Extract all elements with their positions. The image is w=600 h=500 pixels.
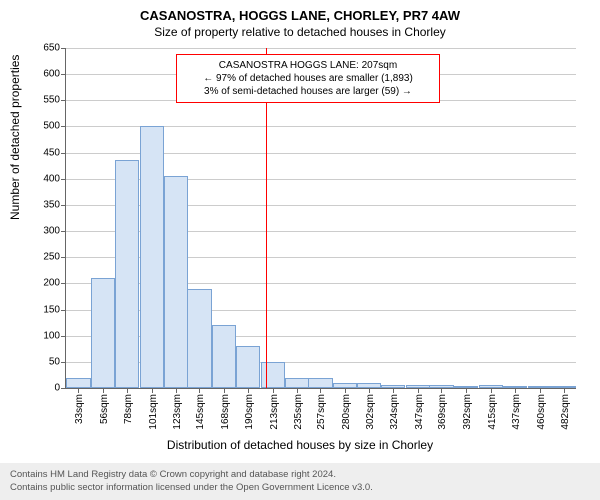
x-tick-label: 33sqm: [74, 394, 85, 424]
footer: Contains HM Land Registry data © Crown c…: [0, 463, 600, 500]
x-tick-label: 324sqm: [389, 394, 400, 430]
histogram-chart: 050100150200250300350400450500550600650 …: [65, 48, 576, 389]
x-tick-mark: [297, 388, 298, 393]
x-tick-label: 123sqm: [172, 394, 183, 430]
x-tick-label: 168sqm: [220, 394, 231, 430]
x-axis-label: Distribution of detached houses by size …: [0, 438, 600, 452]
y-axis-label: Number of detached properties: [8, 55, 22, 220]
x-tick-label: 280sqm: [341, 394, 352, 430]
x-tick-label: 302sqm: [365, 394, 376, 430]
y-tick-label: 100: [43, 330, 60, 341]
y-tick-label: 350: [43, 199, 60, 210]
y-tick-label: 500: [43, 121, 60, 132]
x-tick-mark: [152, 388, 153, 393]
x-tick-mark: [320, 388, 321, 393]
x-tick-mark: [127, 388, 128, 393]
x-tick-label: 482sqm: [560, 394, 571, 430]
x-tick-mark: [466, 388, 467, 393]
y-tick-label: 650: [43, 43, 60, 54]
reference-annotation: CASANOSTRA HOGGS LANE: 207sqm ← 97% of d…: [176, 54, 440, 103]
x-tick-mark: [103, 388, 104, 393]
x-tick-mark: [418, 388, 419, 393]
footer-line1: Contains HM Land Registry data © Crown c…: [10, 469, 590, 481]
x-tick-mark: [369, 388, 370, 393]
x-tick-label: 437sqm: [511, 394, 522, 430]
x-tick-mark: [441, 388, 442, 393]
y-tick-label: 550: [43, 95, 60, 106]
y-tick-label: 450: [43, 147, 60, 158]
x-tick-label: 257sqm: [316, 394, 327, 430]
x-tick-mark: [78, 388, 79, 393]
y-tick-label: 300: [43, 226, 60, 237]
page-subtitle: Size of property relative to detached ho…: [0, 23, 600, 39]
y-tick-label: 0: [54, 383, 60, 394]
y-tick-label: 600: [43, 69, 60, 80]
x-tick-label: 347sqm: [414, 394, 425, 430]
x-tick-label: 235sqm: [293, 394, 304, 430]
x-tick-mark: [224, 388, 225, 393]
y-tick-label: 400: [43, 173, 60, 184]
x-tick-mark: [199, 388, 200, 393]
y-tick-label: 150: [43, 304, 60, 315]
annotation-line1: CASANOSTRA HOGGS LANE: 207sqm: [183, 59, 433, 72]
x-tick-mark: [248, 388, 249, 393]
x-tick-mark: [515, 388, 516, 393]
x-tick-label: 78sqm: [123, 394, 134, 424]
x-tick-label: 213sqm: [269, 394, 280, 430]
footer-line2: Contains public sector information licen…: [10, 482, 590, 494]
x-tick-mark: [273, 388, 274, 393]
y-tick-label: 50: [49, 356, 60, 367]
x-tick-label: 190sqm: [244, 394, 255, 430]
x-tick-label: 369sqm: [437, 394, 448, 430]
x-tick-label: 415sqm: [487, 394, 498, 430]
x-tick-mark: [540, 388, 541, 393]
x-tick-mark: [491, 388, 492, 393]
annotation-line2: ← 97% of detached houses are smaller (1,…: [183, 72, 433, 85]
x-tick-mark: [345, 388, 346, 393]
x-tick-label: 460sqm: [536, 394, 547, 430]
y-tick-label: 250: [43, 252, 60, 263]
y-tick-label: 200: [43, 278, 60, 289]
x-tick-label: 101sqm: [148, 394, 159, 430]
x-tick-mark: [393, 388, 394, 393]
y-tick-mark: [61, 388, 66, 389]
x-tick-label: 145sqm: [195, 394, 206, 430]
annotation-line3: 3% of semi-detached houses are larger (5…: [183, 85, 433, 98]
x-tick-mark: [176, 388, 177, 393]
x-tick-label: 56sqm: [99, 394, 110, 424]
x-tick-label: 392sqm: [462, 394, 473, 430]
x-tick-mark: [564, 388, 565, 393]
page-title: CASANOSTRA, HOGGS LANE, CHORLEY, PR7 4AW: [0, 0, 600, 23]
